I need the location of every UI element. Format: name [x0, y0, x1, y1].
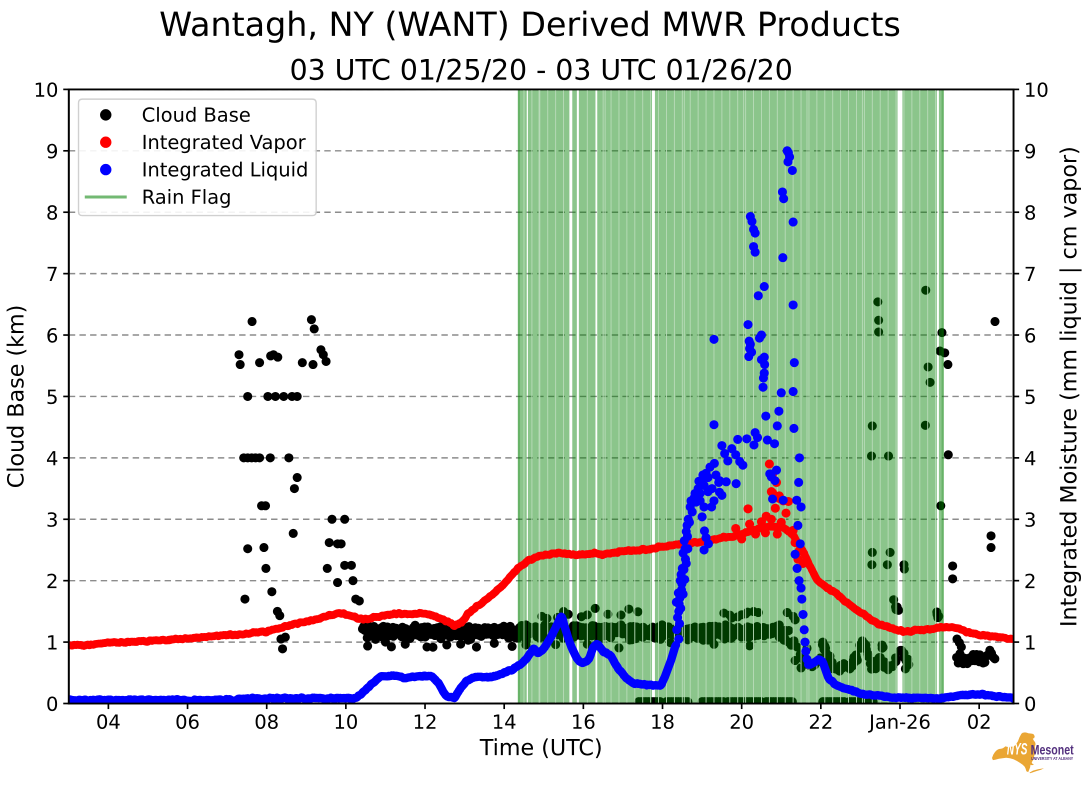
svg-text:Mesonet: Mesonet: [1031, 743, 1074, 759]
svg-text:UNIVERSITY AT ALBANY: UNIVERSITY AT ALBANY: [1031, 756, 1073, 761]
svg-text:NYS: NYS: [1007, 741, 1028, 759]
